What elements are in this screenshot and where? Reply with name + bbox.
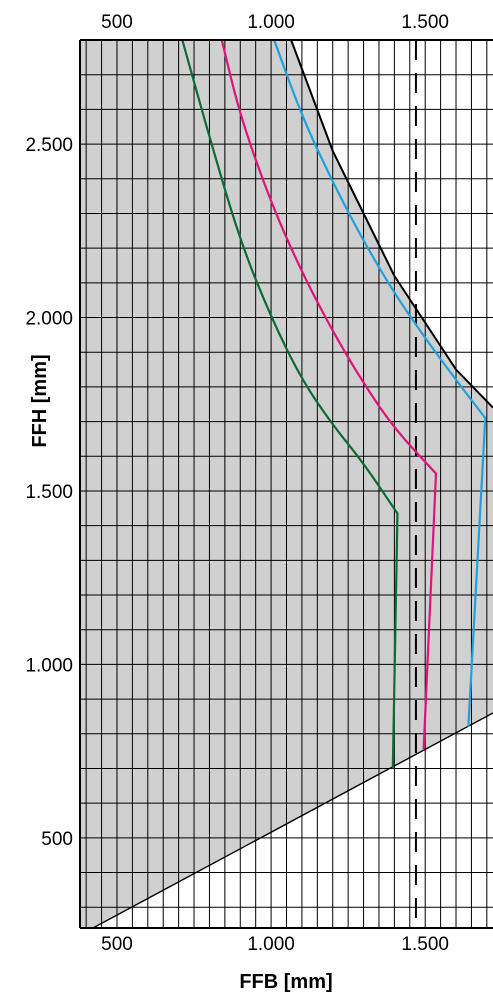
- grid-group: [80, 40, 493, 928]
- series-group: [181, 40, 487, 769]
- y-tick-label: 500: [41, 829, 73, 850]
- x-tick-label-bottom: 500: [101, 934, 133, 955]
- series-line-2: [220, 40, 438, 750]
- x-tick-label-bottom: 1.500: [401, 934, 449, 955]
- x-axis-label: FFB [mm]: [239, 971, 332, 993]
- x-tick-label-top: 1.000: [247, 12, 295, 33]
- lower-boundary-line: [91, 712, 493, 928]
- series-line-1: [181, 40, 399, 769]
- y-tick-label: 1.500: [25, 482, 73, 503]
- reference-line-group: [91, 40, 493, 928]
- x-tick-label-top: 500: [101, 12, 133, 33]
- tick-labels-group: 500 500 1.000 1.000 1.500 1.500 500 1.000 1.500 2…: [25, 12, 449, 955]
- upper-boundary-curve: [290, 40, 493, 409]
- y-axis-label: FFH [mm]: [29, 354, 51, 447]
- y-tick-label: 2.500: [25, 135, 73, 156]
- series-line-3: [273, 40, 487, 727]
- x-tick-label-bottom: 1.000: [247, 934, 295, 955]
- x-tick-label-top: 1.500: [401, 12, 449, 33]
- axes-group: [79, 39, 493, 929]
- y-tick-label: 2.000: [25, 309, 73, 330]
- y-tick-label: 1.000: [25, 655, 73, 676]
